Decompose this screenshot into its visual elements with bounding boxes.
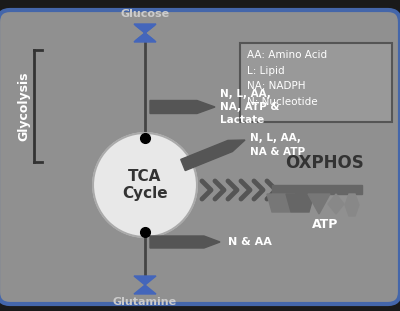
Polygon shape — [328, 194, 344, 214]
FancyArrow shape — [150, 100, 215, 114]
Text: TCA
Cycle: TCA Cycle — [122, 169, 168, 201]
Polygon shape — [134, 276, 156, 285]
Polygon shape — [308, 194, 330, 214]
Text: Glucose: Glucose — [120, 9, 170, 19]
Bar — [272, 185, 362, 194]
Text: Glycolysis: Glycolysis — [18, 71, 30, 141]
Text: Glutamine: Glutamine — [113, 297, 177, 307]
Polygon shape — [135, 33, 155, 41]
Polygon shape — [134, 285, 156, 294]
Text: AA: Amino Acid
L: Lipid
NA: NADPH
N: Nucleotide: AA: Amino Acid L: Lipid NA: NADPH N: Nuc… — [247, 50, 327, 107]
Polygon shape — [345, 194, 359, 216]
FancyBboxPatch shape — [240, 43, 392, 122]
Circle shape — [93, 133, 197, 237]
Polygon shape — [286, 194, 314, 212]
Text: N, L, AA,
NA & ATP: N, L, AA, NA & ATP — [250, 133, 305, 157]
Polygon shape — [134, 33, 156, 42]
Text: OXPHOS: OXPHOS — [286, 154, 364, 172]
FancyBboxPatch shape — [0, 10, 400, 304]
Polygon shape — [134, 24, 156, 33]
Text: ATP: ATP — [312, 219, 338, 231]
Polygon shape — [135, 25, 155, 33]
FancyArrow shape — [150, 236, 220, 248]
FancyArrow shape — [181, 140, 245, 170]
Text: N, L, AA,
NA, ATP &
Lactate: N, L, AA, NA, ATP & Lactate — [220, 89, 279, 125]
Text: N & AA: N & AA — [228, 237, 272, 247]
Polygon shape — [267, 194, 295, 212]
